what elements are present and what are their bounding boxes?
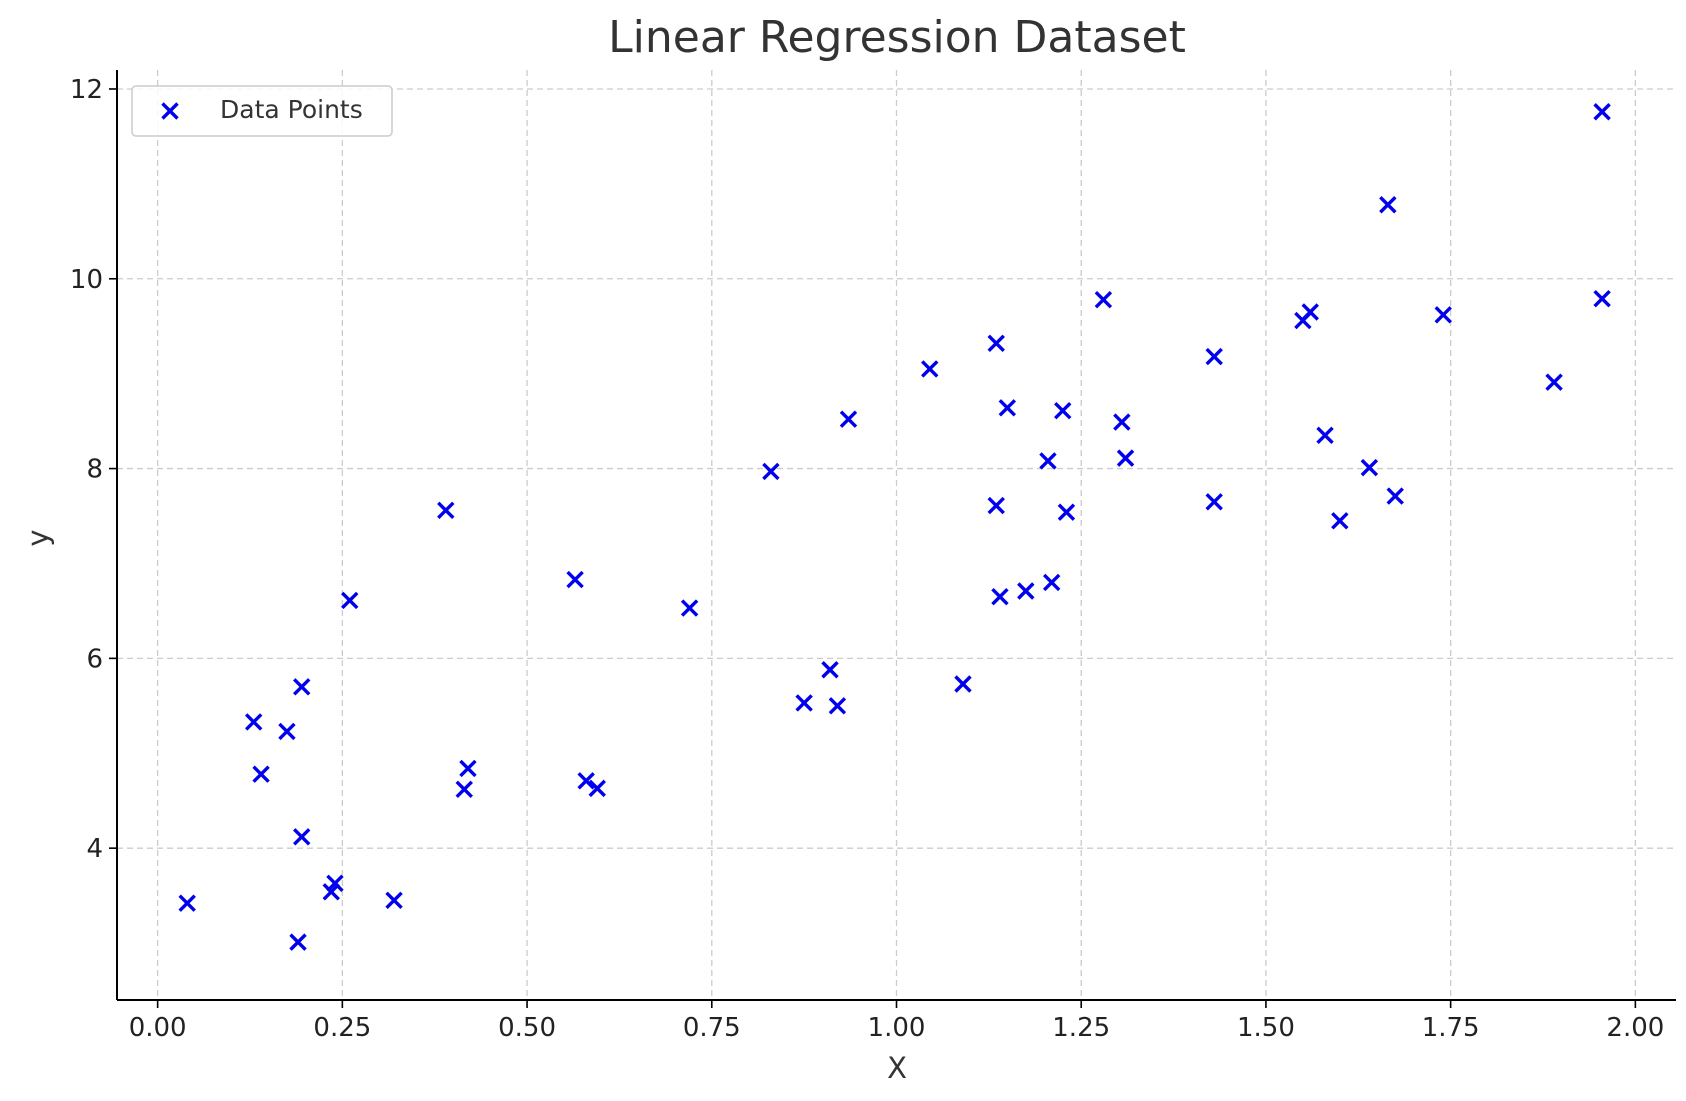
data-point [1593, 103, 1611, 121]
x-tick-label: 0.75 [683, 1013, 741, 1043]
data-point [1057, 503, 1076, 521]
data-point [252, 765, 270, 783]
data-point [1593, 290, 1611, 308]
data-point [1094, 290, 1113, 309]
data-point [828, 697, 847, 715]
data-point [1205, 347, 1223, 366]
data-point [455, 780, 473, 799]
x-tick-label: 2.00 [1606, 1013, 1664, 1043]
y-axis-label: y [21, 529, 55, 546]
data-point [821, 661, 839, 679]
data-point [341, 591, 359, 610]
data-point [1331, 512, 1349, 530]
x-tick-label: 1.00 [868, 1013, 926, 1043]
data-point [178, 894, 196, 912]
y-tick-label: 10 [70, 265, 103, 295]
data-point [566, 570, 584, 589]
legend-entry-data-points: Data Points [220, 95, 363, 124]
data-point [293, 678, 311, 696]
data-point [1042, 573, 1061, 592]
data-point [1386, 487, 1404, 505]
data-point [293, 828, 311, 846]
data-point [1113, 413, 1131, 431]
y-axis-ticks: 4 6 8 10 12 [70, 75, 117, 864]
x-axis-ticks: 0.00 0.25 0.50 0.75 1.00 1.25 1.50 1.75 2.00 [129, 1000, 1664, 1043]
data-point [244, 713, 263, 731]
y-tick-label: 8 [86, 455, 103, 485]
data-point [680, 599, 699, 617]
data-point [1017, 582, 1035, 600]
legend: Data Points [131, 85, 393, 137]
data-point [987, 496, 1005, 515]
data-point [588, 779, 606, 798]
data-point [839, 410, 858, 428]
legend-marker-x-icon [161, 102, 179, 120]
y-tick-label: 4 [86, 834, 103, 864]
x-tick-label: 0.00 [129, 1013, 187, 1043]
data-point [954, 675, 972, 693]
data-point [577, 772, 595, 790]
data-point [1301, 303, 1319, 321]
data-point [1434, 306, 1452, 324]
legend-marker-x [161, 102, 179, 120]
data-point [289, 933, 307, 951]
x-tick-label: 0.25 [313, 1013, 371, 1043]
data-point [991, 587, 1009, 606]
x-tick-label: 1.25 [1052, 1013, 1110, 1043]
data-point [1316, 426, 1334, 445]
x-tick-label: 1.75 [1422, 1013, 1480, 1043]
data-points [178, 103, 1611, 951]
data-point [1360, 458, 1379, 477]
data-point [762, 462, 780, 481]
data-point [278, 722, 296, 741]
data-point [1054, 401, 1072, 420]
data-point [326, 874, 344, 892]
y-tick-label: 12 [70, 75, 103, 105]
data-point [998, 399, 1017, 417]
data-point [385, 891, 403, 910]
grid [117, 70, 1676, 1000]
data-point [1039, 452, 1057, 470]
data-point [1545, 373, 1563, 391]
chart-title: Linear Regression Dataset [608, 12, 1186, 63]
data-point [1116, 449, 1135, 467]
x-tick-label: 0.50 [498, 1013, 556, 1043]
x-axis-label: X [887, 1051, 907, 1085]
data-point [921, 360, 939, 378]
data-point [437, 501, 455, 520]
data-point [459, 759, 477, 778]
legend-frame [131, 85, 393, 137]
data-point [1379, 196, 1397, 214]
data-point [1205, 493, 1223, 511]
data-point [987, 334, 1005, 353]
y-tick-label: 6 [86, 644, 103, 674]
x-tick-label: 1.50 [1237, 1013, 1295, 1043]
data-point [795, 694, 813, 712]
